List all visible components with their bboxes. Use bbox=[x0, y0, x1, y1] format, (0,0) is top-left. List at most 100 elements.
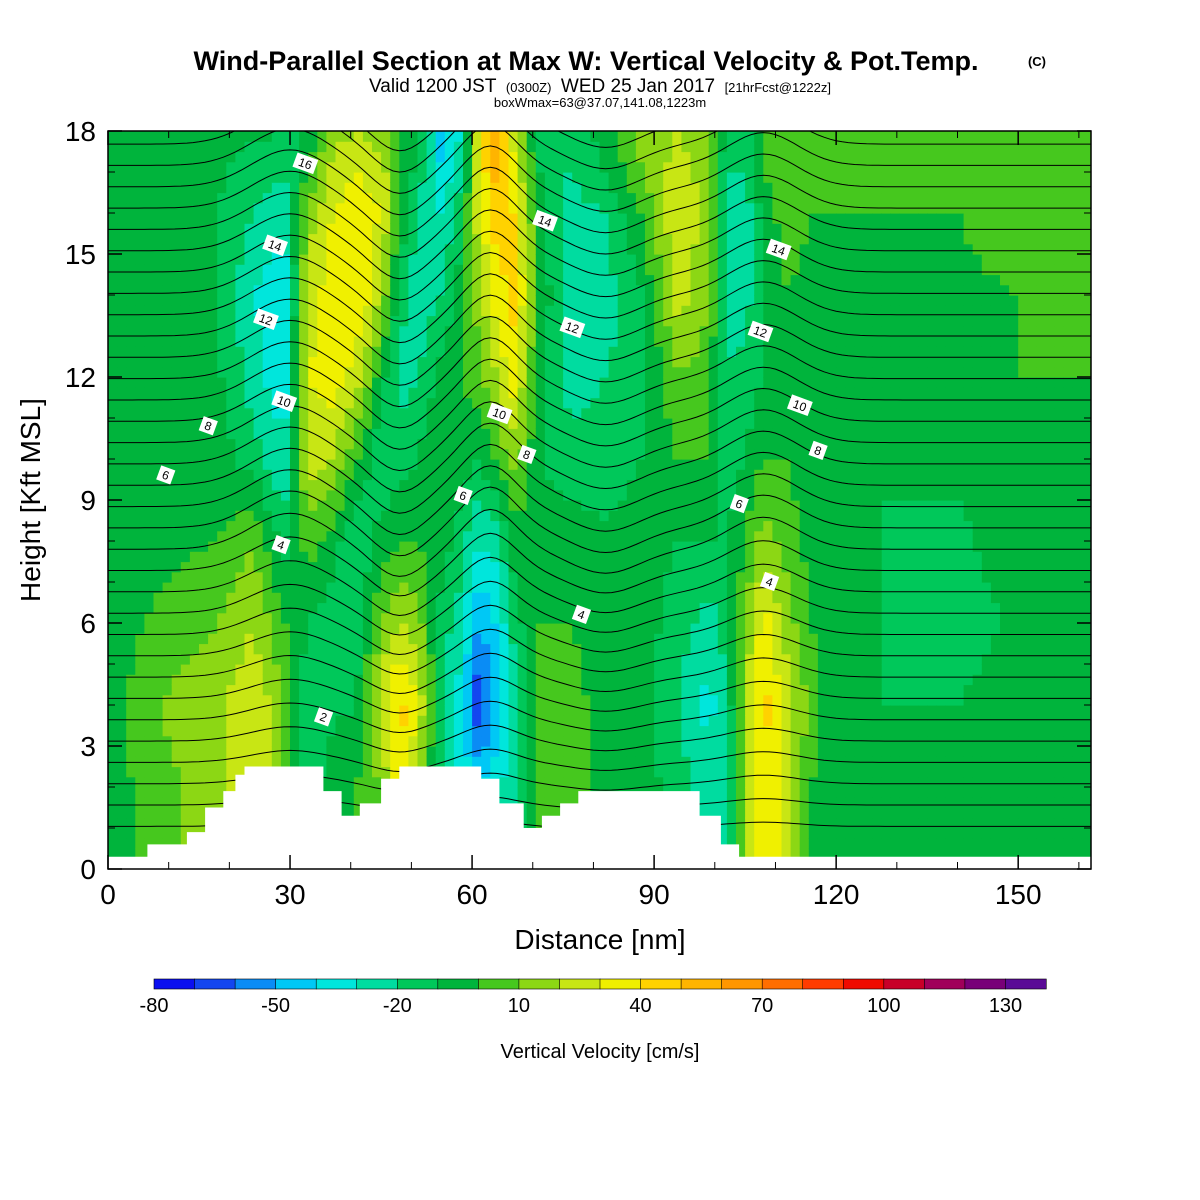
field-cell bbox=[417, 735, 428, 747]
field-cell bbox=[144, 213, 155, 224]
field-cell bbox=[554, 766, 564, 778]
field-cell bbox=[717, 838, 728, 850]
field-cell bbox=[326, 407, 337, 419]
field-cell bbox=[271, 459, 282, 470]
field-cell bbox=[426, 428, 437, 440]
field-cell bbox=[517, 664, 528, 675]
field-cell bbox=[344, 520, 355, 532]
field-cell bbox=[135, 448, 145, 460]
field-cell bbox=[308, 684, 318, 696]
field-cell bbox=[554, 428, 564, 440]
field-cell bbox=[217, 694, 227, 706]
field-cell bbox=[672, 428, 682, 440]
field-cell bbox=[444, 459, 455, 470]
field-cell bbox=[699, 500, 710, 511]
field-cell bbox=[635, 776, 646, 788]
field-cell bbox=[199, 438, 209, 450]
field-cell bbox=[390, 705, 400, 716]
field-cell bbox=[162, 684, 173, 696]
field-cell bbox=[244, 541, 255, 552]
field-cell bbox=[608, 746, 619, 757]
field-cell bbox=[126, 172, 136, 183]
field-cell bbox=[308, 356, 318, 368]
field-cell bbox=[353, 643, 364, 655]
field-cell bbox=[153, 797, 164, 809]
field-cell bbox=[226, 254, 236, 265]
field-cell bbox=[108, 274, 118, 286]
field-cell bbox=[517, 418, 528, 429]
field-cell bbox=[672, 602, 682, 614]
field-cell bbox=[271, 694, 282, 706]
field-cell bbox=[162, 746, 173, 757]
field-cell bbox=[135, 510, 145, 522]
field-cell bbox=[572, 582, 582, 593]
field-cell bbox=[554, 131, 564, 142]
field-cell bbox=[171, 377, 182, 388]
field-cell bbox=[335, 725, 346, 737]
field-cell bbox=[681, 141, 692, 153]
field-cell bbox=[453, 438, 464, 450]
field-cell bbox=[635, 694, 646, 706]
field-cell bbox=[217, 274, 227, 286]
field-cell bbox=[499, 223, 510, 235]
field-cell bbox=[189, 735, 200, 747]
field-cell bbox=[326, 725, 337, 737]
field-cell bbox=[317, 315, 327, 327]
field-cell bbox=[654, 602, 664, 614]
field-cell bbox=[672, 746, 682, 757]
field-cell bbox=[663, 582, 673, 593]
field-cell bbox=[344, 397, 355, 409]
field-cell bbox=[626, 479, 637, 491]
field-cell bbox=[472, 643, 482, 655]
field-cell bbox=[381, 254, 391, 265]
field-cell bbox=[399, 715, 409, 727]
field-cell bbox=[353, 612, 364, 624]
field-cell bbox=[335, 264, 346, 276]
field-cell bbox=[581, 202, 591, 214]
field-cell bbox=[362, 664, 373, 675]
field-cell bbox=[280, 202, 291, 214]
field-cell bbox=[353, 428, 364, 440]
field-cell bbox=[226, 366, 236, 378]
field-cell bbox=[635, 746, 646, 757]
field-cell bbox=[663, 284, 673, 296]
field-cell bbox=[408, 223, 419, 235]
field-cell bbox=[217, 500, 227, 511]
field-cell bbox=[481, 715, 491, 727]
field-cell bbox=[226, 274, 236, 286]
field-cell bbox=[681, 510, 692, 522]
field-cell bbox=[308, 612, 318, 624]
field-cell bbox=[499, 725, 510, 737]
field-cell bbox=[617, 623, 628, 634]
field-cell bbox=[444, 623, 455, 634]
field-cell bbox=[171, 336, 182, 347]
field-cell bbox=[280, 182, 291, 194]
field-cell bbox=[563, 346, 573, 358]
field-cell bbox=[280, 264, 291, 276]
field-cell bbox=[189, 674, 200, 686]
field-cell bbox=[508, 582, 519, 593]
field-cell bbox=[117, 315, 127, 327]
field-cell bbox=[153, 746, 164, 757]
field-cell bbox=[463, 213, 473, 224]
field-cell bbox=[599, 643, 610, 655]
field-cell bbox=[408, 459, 419, 470]
field-cell bbox=[472, 418, 482, 429]
field-cell bbox=[572, 510, 582, 522]
field-cell bbox=[290, 530, 300, 542]
field-cell bbox=[199, 623, 209, 634]
field-cell bbox=[244, 643, 255, 655]
field-cell bbox=[162, 500, 173, 511]
field-cell bbox=[308, 561, 318, 573]
field-cell bbox=[617, 346, 628, 358]
field-cell bbox=[654, 438, 664, 450]
field-cell bbox=[726, 407, 737, 419]
field-cell bbox=[517, 520, 528, 532]
field-cell bbox=[681, 264, 692, 276]
field-cell bbox=[199, 213, 209, 224]
field-cell bbox=[508, 254, 519, 265]
field-cell bbox=[663, 243, 673, 255]
field-cell bbox=[362, 377, 373, 388]
field-cell bbox=[399, 213, 409, 224]
field-cell bbox=[453, 172, 464, 183]
